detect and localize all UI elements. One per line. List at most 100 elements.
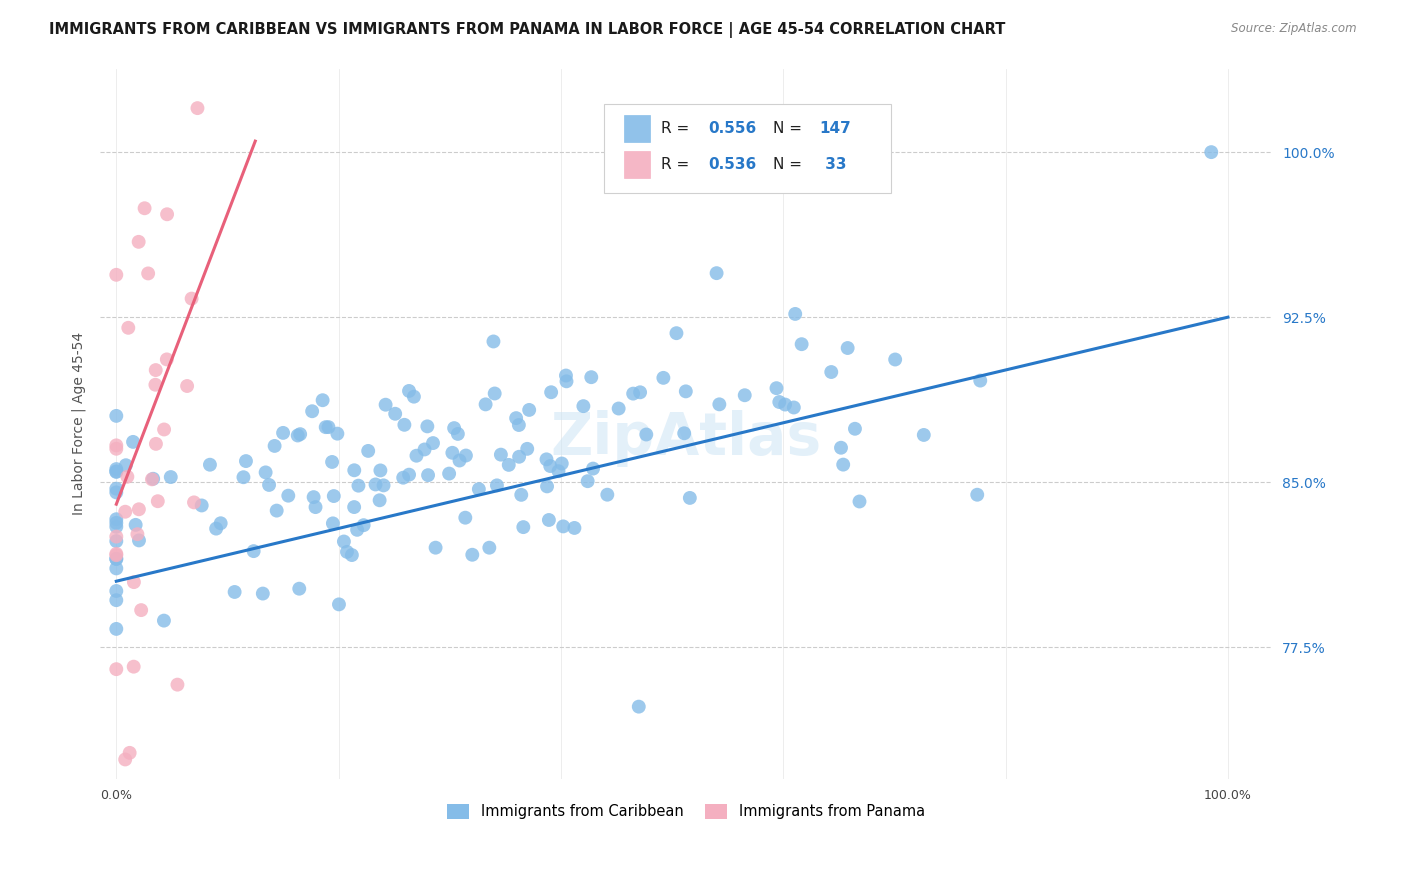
- Point: [311, 393, 333, 408]
- Point: [277, 489, 299, 503]
- Point: [416, 419, 439, 434]
- FancyBboxPatch shape: [624, 151, 650, 178]
- Point: [105, 547, 128, 561]
- Point: [832, 458, 855, 472]
- Point: [706, 266, 728, 280]
- Point: [318, 420, 340, 434]
- Point: [572, 399, 595, 413]
- Point: [287, 428, 309, 442]
- Point: [413, 442, 436, 457]
- Point: [384, 407, 406, 421]
- Point: [340, 548, 363, 562]
- Point: [581, 370, 603, 384]
- Point: [447, 426, 470, 441]
- Point: [145, 363, 167, 377]
- Point: [485, 478, 508, 492]
- Point: [224, 585, 246, 599]
- Point: [333, 534, 356, 549]
- Point: [105, 552, 128, 566]
- Point: [176, 379, 198, 393]
- Point: [180, 292, 202, 306]
- Point: [322, 489, 344, 503]
- Point: [105, 584, 128, 599]
- Point: [129, 603, 152, 617]
- Point: [454, 449, 477, 463]
- Point: [368, 493, 391, 508]
- Point: [582, 461, 605, 475]
- Point: [105, 516, 128, 530]
- Point: [392, 471, 415, 485]
- Point: [538, 458, 561, 473]
- Point: [516, 442, 538, 456]
- Point: [576, 474, 599, 488]
- Point: [198, 458, 221, 472]
- Point: [482, 334, 505, 349]
- Point: [357, 444, 380, 458]
- Point: [114, 505, 136, 519]
- Point: [790, 337, 813, 351]
- Text: R =: R =: [661, 157, 695, 172]
- Text: 33: 33: [820, 157, 846, 172]
- Point: [478, 541, 501, 555]
- Text: R =: R =: [661, 121, 695, 136]
- Point: [343, 500, 366, 514]
- Point: [443, 421, 465, 435]
- Point: [353, 518, 375, 533]
- Point: [336, 545, 359, 559]
- Point: [105, 662, 128, 676]
- Point: [783, 401, 806, 415]
- Point: [437, 467, 460, 481]
- Text: N =: N =: [773, 157, 807, 172]
- Point: [394, 417, 416, 432]
- Y-axis label: In Labor Force | Age 45-54: In Labor Force | Age 45-54: [72, 333, 86, 516]
- Point: [425, 541, 447, 555]
- Text: Source: ZipAtlas.com: Source: ZipAtlas.com: [1232, 22, 1357, 36]
- Point: [141, 472, 163, 486]
- Point: [636, 427, 658, 442]
- Point: [679, 491, 702, 505]
- Point: [118, 746, 141, 760]
- Point: [343, 463, 366, 477]
- Point: [156, 207, 179, 221]
- Point: [785, 307, 807, 321]
- Point: [422, 436, 444, 450]
- Point: [607, 401, 630, 416]
- Point: [555, 368, 578, 383]
- Point: [510, 488, 533, 502]
- Point: [186, 101, 208, 115]
- Point: [254, 466, 277, 480]
- Point: [461, 548, 484, 562]
- Point: [537, 513, 560, 527]
- Point: [146, 494, 169, 508]
- Point: [844, 422, 866, 436]
- Point: [374, 398, 396, 412]
- Point: [373, 478, 395, 492]
- Point: [837, 341, 859, 355]
- Point: [628, 385, 651, 400]
- Point: [122, 434, 145, 449]
- Point: [370, 463, 392, 477]
- Point: [263, 439, 285, 453]
- Point: [912, 428, 935, 442]
- Point: [122, 575, 145, 590]
- Point: [765, 381, 787, 395]
- Point: [105, 482, 128, 496]
- Point: [321, 455, 343, 469]
- Point: [402, 390, 425, 404]
- Point: [773, 398, 796, 412]
- Point: [315, 420, 337, 434]
- Point: [166, 678, 188, 692]
- Text: 147: 147: [820, 121, 852, 136]
- Point: [1201, 145, 1223, 160]
- Point: [326, 426, 349, 441]
- Point: [398, 384, 420, 398]
- Point: [484, 386, 506, 401]
- Point: [156, 352, 179, 367]
- Point: [555, 374, 578, 388]
- Point: [153, 614, 176, 628]
- Point: [665, 326, 688, 341]
- Point: [508, 417, 530, 432]
- Point: [122, 659, 145, 673]
- Point: [536, 452, 558, 467]
- Point: [540, 385, 562, 400]
